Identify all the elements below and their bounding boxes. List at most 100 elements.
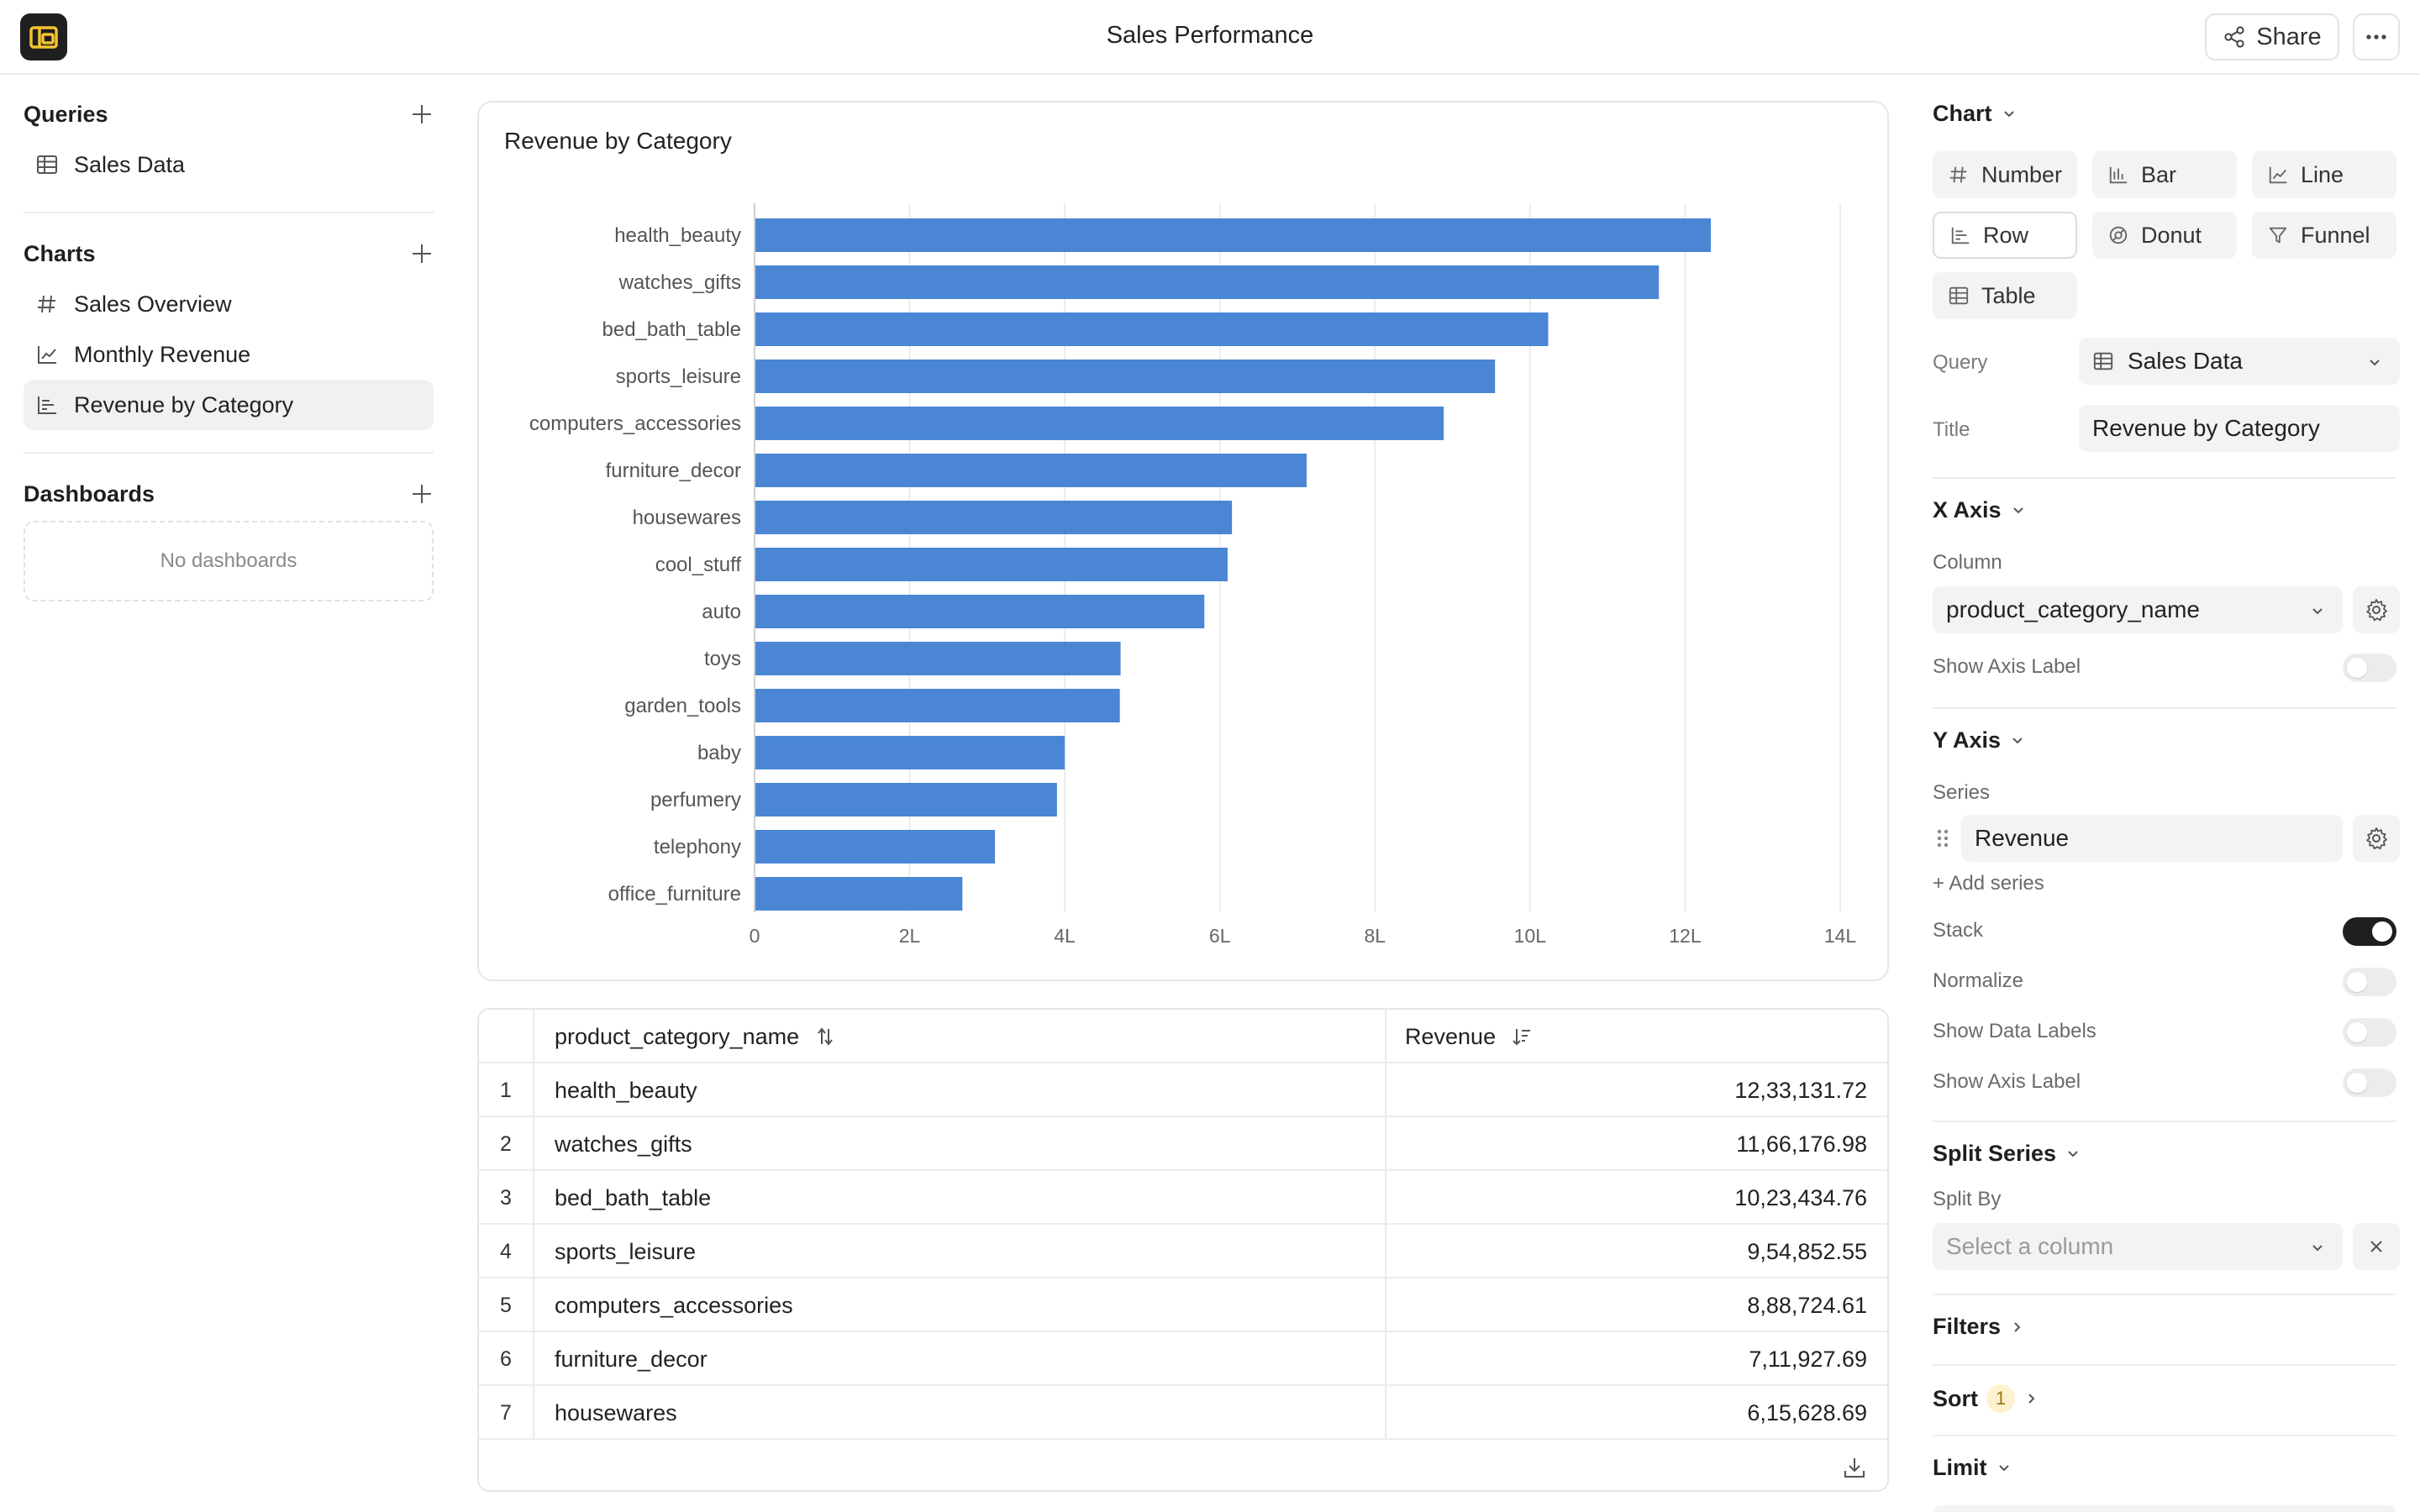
chevron-down-icon <box>1998 1464 2009 1471</box>
sidebar-item-label: Sales Data <box>74 151 186 177</box>
table-row[interactable]: 6 furniture_decor 7,11,927.69 <box>479 1332 1887 1386</box>
series-settings-button[interactable] <box>2353 815 2400 862</box>
chart-type-row[interactable]: Row <box>1933 212 2077 259</box>
y-show-axis-label-toggle[interactable] <box>2343 1068 2396 1097</box>
revenue-cell[interactable]: 7,11,927.69 <box>1749 1346 1867 1372</box>
category-cell[interactable]: computers_accessories <box>534 1278 1386 1332</box>
chart-section-header[interactable]: Chart <box>1933 101 2018 127</box>
chart-type-table[interactable]: Table <box>1933 272 2077 319</box>
category-label: health_beauty <box>614 224 741 247</box>
column-header-category[interactable]: product_category_name <box>534 1010 1386 1063</box>
x-axis-column-select[interactable]: product_category_name <box>1933 586 2343 633</box>
hash-icon <box>1949 166 1967 183</box>
download-icon[interactable] <box>1842 1455 1867 1480</box>
index-header <box>479 1010 534 1063</box>
series-value: Revenue <box>1975 825 2070 851</box>
chart-type-label: Number <box>1981 161 2063 187</box>
x-axis-section-header[interactable]: X Axis <box>1933 497 2027 523</box>
divider <box>1933 1364 2396 1366</box>
limit-input[interactable] <box>1933 1505 2396 1512</box>
chart-type-funnel[interactable]: Funnel <box>2252 212 2396 259</box>
add-chart-icon[interactable] <box>410 242 434 265</box>
y-axis-section-header[interactable]: Y Axis <box>1933 727 2026 753</box>
table-row[interactable]: 4 sports_leisure 9,54,852.55 <box>479 1225 1887 1278</box>
revenue-cell[interactable]: 8,88,724.61 <box>1747 1292 1867 1318</box>
x-tick-label: 12L <box>1669 925 1702 947</box>
table-row[interactable]: 7 housewares 6,15,628.69 <box>479 1386 1887 1440</box>
sidebar-item-sales-overview[interactable]: Sales Overview <box>24 279 434 329</box>
add-query-icon[interactable] <box>410 102 434 126</box>
drag-handle-icon[interactable] <box>1934 827 1951 850</box>
table-header-row: product_category_name Revenue <box>479 1010 1887 1063</box>
row-index: 4 <box>479 1225 534 1278</box>
limit-section-header[interactable]: Limit <box>1933 1455 2012 1481</box>
revenue-cell[interactable]: 6,15,628.69 <box>1747 1399 1867 1425</box>
series-label: Series <box>1933 781 1991 804</box>
split-series-title: Split Series <box>1933 1141 2057 1166</box>
normalize-label: Normalize <box>1933 969 2024 992</box>
chart-title: Revenue by Category <box>504 128 732 154</box>
add-series-link[interactable]: + Add series <box>1933 872 2044 895</box>
sidebar-item-sales-data[interactable]: Sales Data <box>24 139 434 190</box>
split-by-select[interactable]: Select a column <box>1933 1223 2343 1270</box>
chart-type-label: Donut <box>2141 222 2202 248</box>
revenue-cell[interactable]: 10,23,434.76 <box>1734 1184 1867 1210</box>
line-chart-icon <box>38 346 56 364</box>
show-data-labels-toggle[interactable] <box>2343 1018 2396 1047</box>
share-button[interactable]: Share <box>2205 13 2339 60</box>
revenue-cell[interactable]: 12,33,131.72 <box>1734 1077 1867 1103</box>
table-row[interactable]: 5 computers_accessories 8,88,724.61 <box>479 1278 1887 1332</box>
category-cell[interactable]: furniture_decor <box>534 1332 1386 1386</box>
app-logo[interactable] <box>20 13 67 60</box>
bar <box>755 689 1120 722</box>
x-axis-settings-button[interactable] <box>2353 586 2400 633</box>
query-select[interactable]: Sales Data <box>2079 338 2400 385</box>
sidebar-item-monthly-revenue[interactable]: Monthly Revenue <box>24 329 434 380</box>
chart-type-line[interactable]: Line <box>2252 151 2396 198</box>
bar <box>755 595 1205 628</box>
gear-icon <box>2366 827 2387 850</box>
table-row[interactable]: 1 health_beauty 12,33,131.72 <box>479 1063 1887 1117</box>
category-label: auto <box>702 601 741 623</box>
chart-title-input[interactable]: Revenue by Category <box>2079 405 2400 452</box>
chart-type-bar[interactable]: Bar <box>2092 151 2237 198</box>
column-header-revenue[interactable]: Revenue <box>1386 1010 1887 1063</box>
table-row[interactable]: 3 bed_bath_table 10,23,434.76 <box>479 1171 1887 1225</box>
chart-type-donut[interactable]: Donut <box>2092 212 2237 259</box>
category-cell[interactable]: watches_gifts <box>534 1117 1386 1171</box>
page-title: Sales Performance <box>1106 22 1314 49</box>
revenue-cell[interactable]: 11,66,176.98 <box>1736 1131 1867 1157</box>
clear-split-button[interactable] <box>2353 1223 2400 1270</box>
bar <box>755 454 1307 487</box>
revenue-cell[interactable]: 9,54,852.55 <box>1747 1238 1867 1264</box>
category-cell[interactable]: sports_leisure <box>534 1225 1386 1278</box>
column-label: Column <box>1933 551 2002 574</box>
category-cell[interactable]: health_beauty <box>534 1063 1386 1117</box>
category-cell[interactable]: bed_bath_table <box>534 1171 1386 1225</box>
series-select[interactable]: Revenue <box>1961 815 2343 862</box>
chart-type-number[interactable]: Number <box>1933 151 2077 198</box>
bar <box>755 548 1228 581</box>
category-cell[interactable]: housewares <box>534 1386 1386 1440</box>
table-row[interactable]: 2 watches_gifts 11,66,176.98 <box>479 1117 1887 1171</box>
dashboards-title: Dashboards <box>24 480 155 507</box>
x-show-axis-label-toggle[interactable] <box>2343 654 2396 682</box>
normalize-toggle[interactable] <box>2343 968 2396 996</box>
stack-toggle[interactable] <box>2343 917 2396 946</box>
add-dashboard-icon[interactable] <box>410 482 434 506</box>
sort-descending-icon[interactable] <box>1511 1026 1533 1047</box>
filters-section-header[interactable]: Filters <box>1933 1314 2026 1340</box>
more-options-button[interactable] <box>2353 13 2400 60</box>
split-series-section-header[interactable]: Split Series <box>1933 1141 2081 1167</box>
sort-section-header[interactable]: Sort 1 <box>1933 1384 2040 1413</box>
sort-toggle-icon[interactable] <box>814 1026 836 1047</box>
x-tick-label: 6L <box>1209 925 1231 947</box>
ellipsis-icon <box>2366 34 2386 39</box>
x-tick-label: 10L <box>1514 925 1547 947</box>
top-bar: Sales Performance Share <box>0 0 2420 75</box>
y-axis-title: Y Axis <box>1933 727 2002 753</box>
donut-chart-icon <box>2109 226 2128 244</box>
sidebar-item-revenue-by-category[interactable]: Revenue by Category <box>24 380 434 430</box>
row-index: 2 <box>479 1117 534 1171</box>
x-axis-title: X Axis <box>1933 497 2002 522</box>
